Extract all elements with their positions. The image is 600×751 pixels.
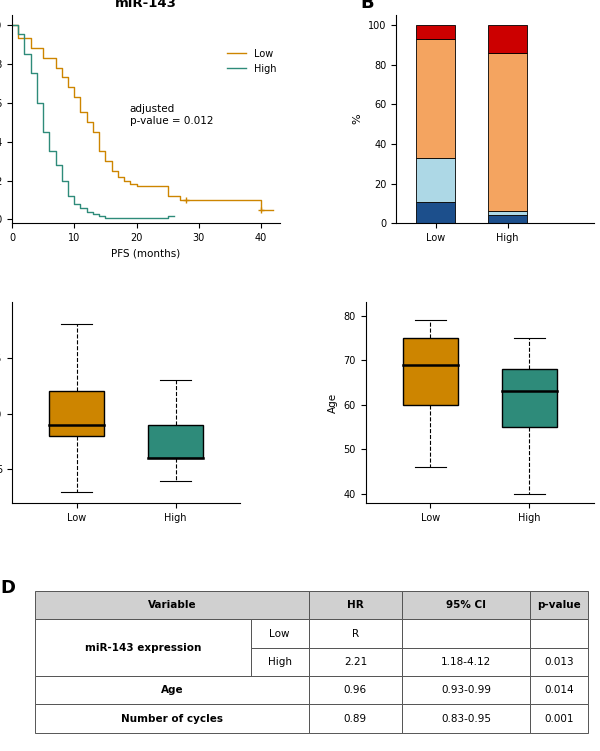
Bar bbox=[488, 53, 527, 212]
Text: 0.96: 0.96 bbox=[344, 686, 367, 695]
Bar bbox=[251, 647, 309, 676]
Bar bbox=[416, 39, 455, 158]
Bar bbox=[402, 676, 530, 704]
Text: Variable: Variable bbox=[148, 600, 196, 610]
Bar bbox=[416, 201, 455, 223]
Text: Low: Low bbox=[269, 629, 290, 638]
Bar bbox=[530, 620, 588, 647]
Text: Age: Age bbox=[161, 686, 184, 695]
Bar bbox=[530, 676, 588, 704]
Text: HR: HR bbox=[347, 600, 364, 610]
Bar bbox=[309, 647, 402, 676]
Y-axis label: Age: Age bbox=[328, 393, 338, 412]
Bar bbox=[35, 676, 309, 704]
Bar bbox=[488, 212, 527, 216]
Bar bbox=[309, 676, 402, 704]
Text: 2.21: 2.21 bbox=[344, 657, 367, 667]
Bar bbox=[402, 704, 530, 733]
Bar bbox=[530, 591, 588, 620]
Legend: Low, High: Low, High bbox=[223, 45, 280, 77]
Text: R: R bbox=[352, 629, 359, 638]
Text: 0.014: 0.014 bbox=[544, 686, 574, 695]
Bar bbox=[35, 704, 309, 733]
X-axis label: PFS (months): PFS (months) bbox=[111, 249, 181, 258]
Text: 1.18-4.12: 1.18-4.12 bbox=[441, 657, 491, 667]
Text: adjusted
p-value = 0.012: adjusted p-value = 0.012 bbox=[130, 104, 213, 126]
Y-axis label: %: % bbox=[352, 114, 362, 125]
Bar bbox=[416, 158, 455, 201]
Text: 0.001: 0.001 bbox=[544, 713, 574, 724]
Bar bbox=[402, 647, 530, 676]
Bar bbox=[530, 647, 588, 676]
Bar bbox=[35, 620, 251, 676]
Bar bbox=[35, 591, 309, 620]
Bar bbox=[309, 704, 402, 733]
Bar bbox=[402, 620, 530, 647]
Text: High: High bbox=[268, 657, 292, 667]
Bar bbox=[502, 369, 557, 427]
Text: p-value: p-value bbox=[537, 600, 581, 610]
Bar bbox=[416, 25, 455, 39]
Bar bbox=[488, 216, 527, 223]
Bar bbox=[402, 591, 530, 620]
Bar bbox=[309, 591, 402, 620]
Text: Number of cycles: Number of cycles bbox=[121, 713, 223, 724]
Text: 0.013: 0.013 bbox=[544, 657, 574, 667]
Bar bbox=[251, 620, 309, 647]
Bar bbox=[309, 620, 402, 647]
Bar bbox=[488, 25, 527, 53]
Bar bbox=[403, 338, 458, 405]
Title: miR-143: miR-143 bbox=[115, 0, 177, 10]
Text: 95% CI: 95% CI bbox=[446, 600, 486, 610]
Text: 0.83-0.95: 0.83-0.95 bbox=[441, 713, 491, 724]
Text: D: D bbox=[1, 578, 16, 596]
Bar bbox=[530, 704, 588, 733]
Text: miR-143 expression: miR-143 expression bbox=[85, 643, 201, 653]
Bar bbox=[49, 391, 104, 436]
Text: B: B bbox=[361, 0, 374, 12]
Text: 0.93-0.99: 0.93-0.99 bbox=[441, 686, 491, 695]
Bar bbox=[148, 425, 203, 458]
Text: 0.89: 0.89 bbox=[344, 713, 367, 724]
